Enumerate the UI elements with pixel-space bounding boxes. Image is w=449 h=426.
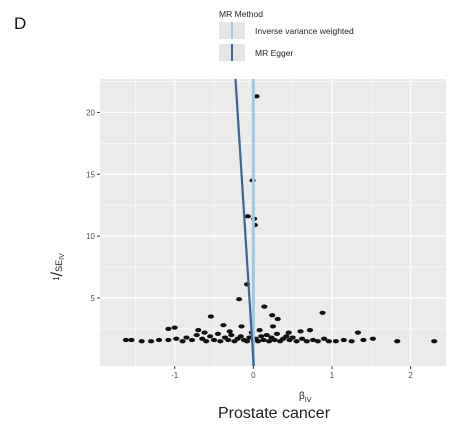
data-point (283, 334, 290, 339)
x-tick-label: -1 (171, 371, 179, 380)
data-point (297, 329, 304, 334)
x-tick-label: 0 (251, 371, 256, 380)
x-tick-label: 2 (408, 371, 413, 380)
data-point (269, 324, 277, 329)
data-point (193, 332, 200, 338)
data-point (260, 337, 267, 343)
data-point (171, 325, 178, 330)
data-point (431, 339, 438, 344)
panel-label: D (14, 14, 27, 33)
data-point (237, 334, 244, 339)
data-point (332, 339, 340, 344)
data-point (254, 339, 262, 344)
data-point (310, 337, 317, 343)
data-point (243, 339, 251, 344)
data-point (261, 304, 268, 309)
data-point (273, 331, 281, 336)
data-point (269, 313, 276, 318)
data-point (188, 337, 196, 343)
chart-title: Prostate cancer (218, 405, 331, 422)
data-point (303, 339, 310, 344)
data-point (265, 339, 273, 344)
x-tick-label: 1 (330, 371, 335, 380)
data-point (271, 337, 278, 343)
y-tick-label: 20 (86, 108, 95, 117)
plot-background (100, 79, 446, 366)
data-point (314, 339, 321, 344)
y-tick-label: 15 (86, 170, 95, 179)
data-point (183, 335, 190, 340)
data-point (207, 314, 214, 319)
data-point (220, 323, 227, 328)
legend-title: MR Method (219, 9, 263, 19)
data-point (319, 310, 326, 315)
data-point (289, 335, 296, 340)
data-point (285, 330, 292, 335)
data-point (236, 297, 243, 302)
data-point (179, 339, 186, 344)
grid-minor (100, 79, 446, 366)
data-point (173, 336, 180, 341)
data-point (325, 339, 332, 344)
data-point (394, 339, 401, 344)
egger-regression-line (234, 78, 255, 367)
data-point (298, 336, 306, 341)
legend: MR Method Inverse variance weighted MR E… (219, 9, 419, 69)
data-point (138, 339, 145, 344)
data-point (256, 328, 263, 333)
legend-key-ivw (219, 22, 245, 39)
data-point (226, 329, 233, 334)
y-tick-label: 10 (86, 232, 95, 241)
y-axis-label: 1/SEIV (49, 253, 66, 281)
data-point (210, 337, 218, 343)
data-point (340, 337, 347, 343)
y-tick-label: 5 (91, 294, 96, 303)
data-point (360, 337, 367, 343)
legend-line-egger (231, 44, 233, 61)
legend-label-egger: MR Egger (255, 48, 294, 58)
data-point (253, 94, 260, 99)
data-point (306, 328, 314, 333)
data-point (214, 331, 222, 336)
data-point (155, 337, 163, 343)
y-axis-ticks: 5 10 15 20 (86, 108, 100, 303)
data-point (201, 330, 208, 335)
data-point (238, 324, 245, 329)
data-point (263, 332, 270, 338)
data-point (217, 339, 224, 344)
data-point (293, 339, 300, 344)
legend-label-ivw: Inverse variance weighted (255, 26, 354, 36)
data-point (225, 337, 232, 343)
data-point (148, 339, 155, 344)
x-axis-ticks: -1 0 1 2 (171, 366, 413, 380)
data-point (348, 339, 355, 344)
data-point (258, 334, 265, 339)
data-point (199, 336, 206, 341)
data-point (165, 337, 172, 343)
data-point (274, 316, 281, 322)
data-point (369, 336, 376, 341)
data-point (195, 328, 202, 333)
data-point (244, 214, 251, 219)
legend-key-egger (219, 44, 245, 61)
data-point (122, 337, 130, 343)
legend-line-ivw (231, 22, 233, 39)
data-point (228, 332, 235, 338)
data-point (203, 339, 210, 344)
svg-text:1/SEIV: 1/SEIV (49, 253, 66, 281)
data-point (165, 326, 172, 331)
data-point (321, 336, 328, 341)
data-point (354, 330, 362, 335)
data-point (128, 337, 135, 343)
x-axis-label: βIV (299, 391, 312, 404)
data-point (206, 334, 214, 339)
